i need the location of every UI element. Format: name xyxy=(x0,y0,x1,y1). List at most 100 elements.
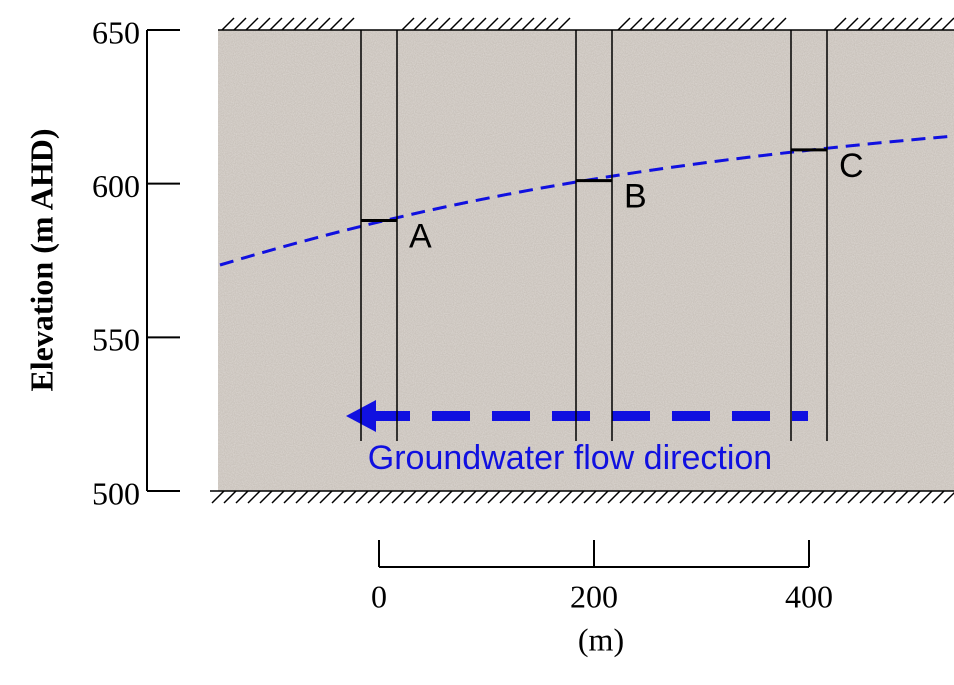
hatch-line xyxy=(775,490,789,504)
hatch-line xyxy=(367,490,381,504)
hatch-line xyxy=(269,17,283,31)
hatch-line xyxy=(415,490,429,504)
hatch-line xyxy=(331,490,345,504)
hatch-line xyxy=(929,17,943,31)
hatch-line xyxy=(725,17,739,31)
hatch-line xyxy=(715,490,729,504)
hatch-line xyxy=(629,17,643,31)
hatch-line xyxy=(617,17,631,31)
hatch-line xyxy=(653,17,667,31)
hatch-line xyxy=(509,17,523,31)
hatch-line xyxy=(295,490,309,504)
hatch-line xyxy=(247,490,261,504)
hatch-line xyxy=(401,17,415,31)
hatch-line xyxy=(883,490,897,504)
hatch-line xyxy=(749,17,763,31)
hatch-line xyxy=(619,490,633,504)
hatch-line xyxy=(631,490,645,504)
hatch-line xyxy=(211,490,225,504)
hatch-line xyxy=(941,17,954,31)
scale-tick-label: 0 xyxy=(371,578,387,614)
hatch-line xyxy=(547,490,561,504)
hatch-line xyxy=(293,17,307,31)
hatch-line xyxy=(665,17,679,31)
hatch-line xyxy=(691,490,705,504)
hatch-line xyxy=(223,490,237,504)
y-tick-label: 600 xyxy=(92,168,140,204)
y-tick-label: 500 xyxy=(92,475,140,511)
hatch-line xyxy=(319,490,333,504)
hatch-line xyxy=(233,17,247,31)
hatch-line xyxy=(259,490,273,504)
hatch-line xyxy=(895,490,909,504)
hatch-line xyxy=(329,17,343,31)
hatch-line xyxy=(535,490,549,504)
hatch-line xyxy=(799,490,813,504)
hatching xyxy=(210,17,954,504)
hatch-line xyxy=(449,17,463,31)
hatch-line xyxy=(391,490,405,504)
hatch-line xyxy=(523,490,537,504)
hatch-line xyxy=(869,17,883,31)
hatch-line xyxy=(679,490,693,504)
hatch-line xyxy=(845,17,859,31)
hatch-line xyxy=(583,490,597,504)
hatch-line xyxy=(473,17,487,31)
hatch-line xyxy=(917,17,931,31)
water-table xyxy=(219,134,954,267)
hatch-line xyxy=(689,17,703,31)
hatch-line xyxy=(355,490,369,504)
hatch-line xyxy=(919,490,933,504)
hatch-line xyxy=(341,17,355,31)
hatch-line xyxy=(245,17,259,31)
flow-label: Groundwater flow direction xyxy=(368,439,772,477)
hatch-line xyxy=(461,17,475,31)
hatch-line xyxy=(475,490,489,504)
hatch-line xyxy=(595,490,609,504)
y-tick-label: 650 xyxy=(92,14,140,50)
hatch-line xyxy=(881,17,895,31)
hatch-line xyxy=(677,17,691,31)
hatch-line xyxy=(557,17,571,31)
well-label: C xyxy=(839,147,864,185)
hatch-line xyxy=(739,490,753,504)
hatch-line xyxy=(283,490,297,504)
scale-tick-label: 400 xyxy=(785,578,833,614)
hatch-line xyxy=(271,490,285,504)
hatch-line xyxy=(833,17,847,31)
hatch-line xyxy=(317,17,331,31)
hatch-line xyxy=(905,17,919,31)
hatch-line xyxy=(437,17,451,31)
well-label: A xyxy=(409,218,432,256)
hatch-line xyxy=(571,490,585,504)
hatch-line xyxy=(641,17,655,31)
hatch-line xyxy=(643,490,657,504)
hatch-line xyxy=(559,490,573,504)
hatch-line xyxy=(305,17,319,31)
hatch-line xyxy=(737,17,751,31)
hatch-line xyxy=(823,490,837,504)
y-axis-title: Elevation (m AHD) xyxy=(23,128,59,391)
hatch-line xyxy=(425,17,439,31)
hatch-line xyxy=(667,490,681,504)
hatch-line xyxy=(427,490,441,504)
hatch-line xyxy=(221,17,235,31)
hatch-line xyxy=(835,490,849,504)
hatch-line xyxy=(703,490,717,504)
hatch-line xyxy=(281,17,295,31)
aquifer-texture xyxy=(218,30,954,491)
hatch-line xyxy=(463,490,477,504)
hatch-line xyxy=(893,17,907,31)
hatch-line xyxy=(307,490,321,504)
hatch-line xyxy=(811,490,825,504)
hatch-line xyxy=(545,17,559,31)
hatch-line xyxy=(451,490,465,504)
y-tick-label: 550 xyxy=(92,322,140,358)
hatch-line xyxy=(439,490,453,504)
scale-tick-label: 200 xyxy=(570,578,618,614)
hatch-line xyxy=(413,17,427,31)
hatch-line xyxy=(533,17,547,31)
hatch-line xyxy=(727,490,741,504)
hatch-line xyxy=(751,490,765,504)
